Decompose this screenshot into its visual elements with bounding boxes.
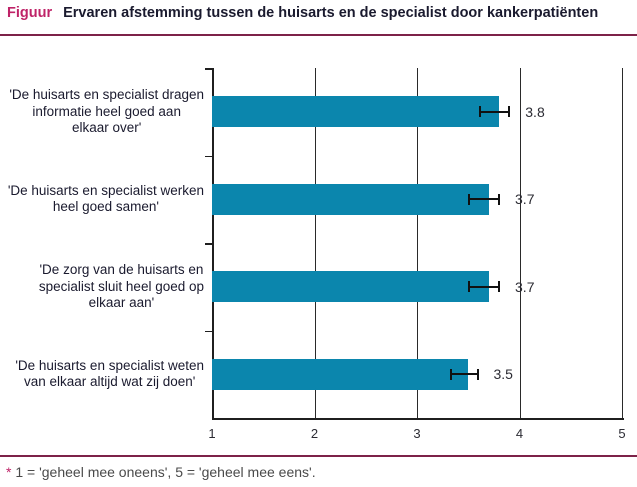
category-label-text: 'De huisarts en specialist dragen informa… — [9, 87, 204, 135]
top-divider-line — [0, 34, 637, 36]
y-axis-tick — [205, 330, 212, 332]
bar-value-label: 3.5 — [493, 366, 513, 383]
footnote-asterisk: * — [6, 464, 12, 480]
footnote-text: 1 = 'geheel mee oneens', 5 = 'geheel mee… — [11, 464, 316, 480]
error-bar-line — [449, 373, 479, 376]
gridline-x-3 — [417, 68, 418, 418]
y-axis-tick — [205, 243, 212, 245]
bottom-divider-line — [0, 455, 637, 457]
error-bar-cap-left — [449, 368, 452, 380]
bar-value-label: 3.7 — [515, 278, 535, 295]
error-bar-cap-right — [476, 368, 479, 380]
figure-title: Figuur Ervaren afstemming tussen de huisa… — [7, 5, 630, 21]
error-bar-cap-left — [468, 193, 471, 205]
x-tick-label-3: 3 — [413, 426, 421, 441]
x-tick-label-2: 2 — [310, 426, 319, 441]
gridline-x-2 — [314, 68, 316, 418]
category-label: 'De huisarts en specialist werken heel go… — [0, 156, 204, 244]
bar-value-label: 3.7 — [515, 191, 535, 208]
footnote: * 1 = 'geheel mee oneens', 5 = 'geheel m… — [6, 464, 631, 480]
y-axis-tick — [205, 68, 212, 70]
error-bar-cap-right — [498, 281, 501, 293]
error-bar-cap-left — [478, 106, 481, 118]
figure-title-text: Ervaren afstemming tussen de huisarts en… — [63, 5, 599, 21]
error-bar-cap-right — [498, 193, 501, 205]
bar-segment — [212, 358, 469, 390]
category-label: 'De zorg van de huisarts en specialist sl… — [0, 243, 204, 331]
bar-segment — [212, 96, 499, 128]
error-bar-line — [468, 285, 501, 288]
category-label-text: 'De huisarts en specialist werken heel go… — [7, 182, 204, 215]
error-bar-line — [478, 110, 511, 113]
plot-area — [212, 68, 624, 420]
bar-segment — [212, 271, 489, 303]
y-axis-tick — [205, 155, 212, 157]
category-label: 'De huisarts en specialist weten van elka… — [0, 331, 204, 419]
category-label-text: 'De zorg van de huisarts en specialist sl… — [38, 262, 204, 310]
x-tick-label-5: 5 — [618, 426, 626, 441]
error-bar-line — [468, 198, 501, 201]
figure-kicker-label: Figuur — [7, 5, 53, 21]
x-tick-label-4: 4 — [515, 426, 524, 441]
error-bar-cap-right — [508, 106, 511, 118]
bar-segment — [212, 183, 489, 215]
bar-value-label: 3.8 — [525, 103, 545, 120]
category-label: 'De huisarts en specialist dragen informa… — [0, 68, 204, 156]
gridline-x-4 — [519, 68, 521, 418]
error-bar-cap-left — [468, 281, 471, 293]
x-tick-label-1: 1 — [208, 426, 216, 441]
gridline-x-5 — [622, 68, 623, 418]
category-label-text: 'De huisarts en specialist weten van elka… — [15, 357, 204, 390]
